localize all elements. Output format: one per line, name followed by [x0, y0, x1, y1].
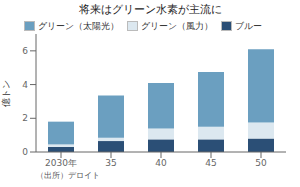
- svg-text:2030年: 2030年: [45, 158, 77, 168]
- svg-text:35: 35: [105, 158, 116, 168]
- svg-text:6: 6: [22, 46, 28, 56]
- svg-text:4: 4: [22, 80, 28, 90]
- html-text:将来はグリーン水素が主流に: 将来はグリーン水素が主流に: [78, 3, 222, 16]
- html-text:ブルー: ブルー: [235, 21, 262, 31]
- svg-text:2: 2: [22, 113, 28, 123]
- svg-text:50: 50: [255, 158, 267, 168]
- svg-text:45: 45: [205, 158, 216, 168]
- svg-text:0: 0: [22, 147, 28, 157]
- html-text:グリーン（太陽光）: グリーン（太陽光）: [38, 21, 119, 31]
- html-text:（出所）デロイト: （出所）デロイト: [36, 171, 100, 180]
- svg-text:40: 40: [155, 158, 167, 168]
- html-text:グリーン（風力）: グリーン（風力）: [141, 21, 213, 31]
- svg-text:億トン: 億トン: [1, 80, 11, 107]
